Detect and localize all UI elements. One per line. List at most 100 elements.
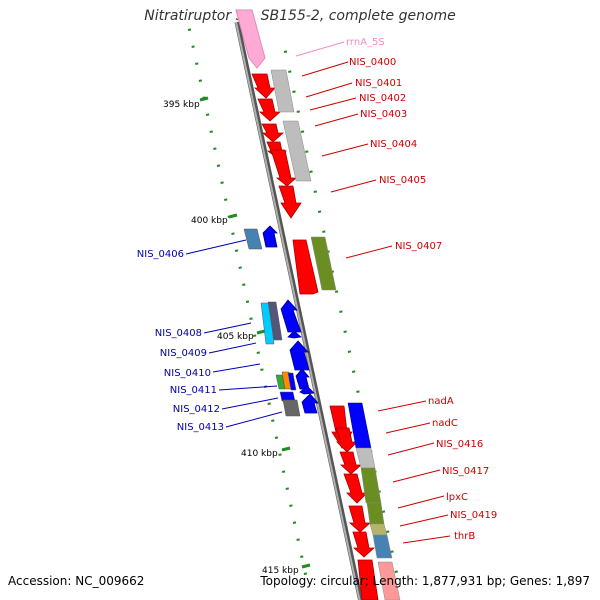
track-marker-dash [281, 470, 286, 473]
track-marker-dash [386, 530, 390, 533]
track-marker-dash [351, 370, 356, 373]
gene-nis-0407 [292, 239, 319, 295]
label-nis-0405: NIS_0405 [379, 175, 426, 186]
track-marker-dash [303, 572, 308, 575]
genome-backbone [234, 21, 364, 600]
gene-nis-0411a [295, 368, 310, 390]
gene-nis-0406 [262, 225, 278, 248]
gene-nis-0410 [289, 340, 310, 371]
right-gene-labels: rrnA_5S NIS_0400 NIS_0401 NIS_0402 NIS_0… [346, 37, 497, 542]
track-marker-dash [260, 368, 264, 371]
label-thrb: thrB [454, 531, 475, 542]
gene-nis-0417 [343, 473, 368, 504]
map-title: Nitratiruptor sp. SB155-2, complete geno… [144, 8, 456, 24]
track-marker-dash [285, 487, 289, 490]
track-marker-dash [289, 504, 293, 507]
scale-tick-labels: 395 kbp 400 kbp 405 kbp 410 kbp 415 kbp [163, 100, 299, 576]
tick-label-405: 405 kbp [217, 332, 254, 342]
tick-label-415: 415 kbp [262, 566, 299, 576]
gene-nis-0411b [299, 385, 315, 395]
track-marker-dash [322, 230, 326, 233]
track-marker-dash [296, 110, 300, 113]
label-nis-0407: NIS_0407 [395, 241, 442, 252]
label-nis-0411: NIS_0411 [170, 385, 217, 396]
label-nis-0402: NIS_0402 [359, 93, 406, 104]
reverse-genes [262, 225, 319, 414]
label-lpxc: lpxC [446, 492, 468, 503]
label-nis-0404: NIS_0404 [370, 139, 417, 150]
left-gene-labels: NIS_0406 NIS_0408 NIS_0409 NIS_0410 NIS_… [137, 249, 224, 433]
forward-genes [251, 73, 379, 600]
scale-ticks [199, 96, 311, 569]
track-marker-dash [209, 130, 213, 133]
label-nis-0403: NIS_0403 [360, 109, 407, 120]
gene-nis-0412 [301, 393, 319, 414]
label-nada: nadA [428, 396, 454, 407]
label-nis-0408: NIS_0408 [155, 328, 202, 339]
track-marker-dash [300, 130, 305, 133]
track-marker-dash [305, 150, 309, 153]
gene-nis-0408 [280, 299, 302, 333]
gene-nis-0400 [251, 73, 276, 99]
label-nis-0417: NIS_0417 [442, 466, 489, 477]
gene-nis-0404 [270, 149, 298, 187]
track-marker-dash [231, 232, 235, 235]
gene-lpxc [348, 505, 372, 533]
track-marker-dash [288, 70, 292, 73]
track-marker-dash [198, 79, 203, 82]
track-marker-dash [292, 521, 297, 524]
right-callout-lines [295, 41, 451, 544]
track-marker-dash [356, 390, 360, 393]
track-marker-dash [242, 283, 246, 286]
track-marker-dash [343, 330, 347, 333]
label-nis-0412: NIS_0412 [173, 404, 220, 415]
track-marker-dash [213, 147, 217, 150]
accession-text: Accession: NC_009662 [8, 574, 145, 588]
track-marker-dash [224, 198, 228, 201]
track-marker-dash [390, 550, 394, 553]
track-marker-dash [191, 45, 195, 48]
tick-label-395: 395 kbp [163, 100, 200, 110]
track-marker-dash [220, 181, 224, 184]
label-nis-0401: NIS_0401 [355, 78, 402, 89]
gene-nis-0416 [339, 451, 363, 475]
track-marker-dash [339, 310, 343, 313]
track-marker-dash [205, 113, 210, 116]
label-nis-0406: NIS_0406 [137, 249, 184, 260]
gene-nis-0401 [257, 98, 282, 122]
track-marker-dash [234, 249, 239, 252]
track-marker-dash [271, 419, 275, 422]
track-marker-dash [238, 266, 242, 269]
track-marker-dash [317, 210, 322, 213]
track-marker-dash [252, 334, 257, 337]
track-marker-dash [309, 170, 313, 173]
gene-nis-0409 [287, 330, 302, 339]
track-marker-dash [245, 300, 250, 303]
gene-nis-0402 [261, 123, 285, 143]
track-marker-dash [313, 190, 318, 193]
topology-text: Topology: circular; Length: 1,877,931 bp… [260, 574, 590, 588]
track-marker-dash [283, 50, 288, 53]
reverse-cog-track [243, 228, 301, 417]
track-marker-dash [300, 555, 304, 558]
gene-nis-0405 [278, 185, 302, 219]
track-marker-dash [249, 317, 253, 320]
track-marker-dash [347, 350, 352, 353]
track-marker-dash [278, 453, 282, 456]
track-marker-dash [256, 351, 260, 354]
tick-label-410: 410 kbp [241, 449, 278, 459]
track-marker-dash [292, 90, 296, 93]
label-nis-0419: NIS_0419 [450, 510, 497, 521]
gene-nadc [335, 427, 358, 453]
track-marker-dash [195, 62, 199, 65]
track-marker-dash [394, 570, 398, 573]
track-marker-dash [216, 164, 221, 167]
track-marker-dash [267, 402, 271, 405]
track-marker-dash [274, 436, 279, 439]
label-rrna-5s: rrnA_5S [346, 37, 385, 48]
track-marker-dash [334, 290, 339, 293]
label-nadc: nadC [432, 418, 458, 429]
label-nis-0409: NIS_0409 [160, 348, 207, 359]
left-callout-lines [185, 239, 283, 428]
